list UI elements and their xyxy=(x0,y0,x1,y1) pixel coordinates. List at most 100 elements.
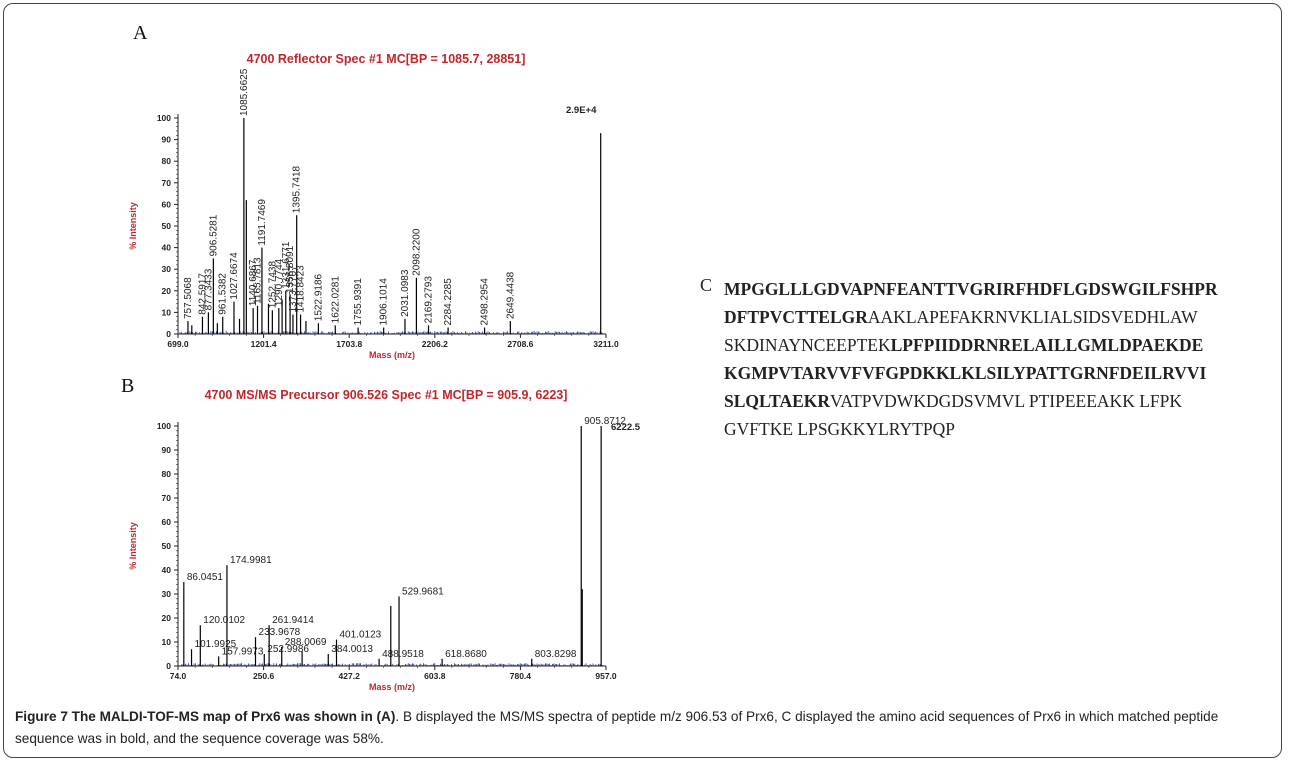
peak-label: 174.9981 xyxy=(230,555,272,566)
peak-label: 1191.7469 xyxy=(257,199,268,246)
peak-label: 1418.8423 xyxy=(296,265,307,313)
peak-label: 618.8680 xyxy=(445,649,487,660)
sequence-segment-unmatched: AAKLAPEFAKRNVKLIALSIDSVEDHLAW xyxy=(867,307,1198,327)
figure-frame xyxy=(3,3,1282,758)
max-intensity-label: 6222.5 xyxy=(611,422,641,433)
sequence-line: SLQLTAEKRVATPVDWKDGDSVMVL PTIPEEEAKK LFP… xyxy=(724,387,1218,415)
peak-label: 101.9925 xyxy=(195,639,237,650)
peak-label: 1395.7418 xyxy=(292,165,303,213)
x-tick-label: 603.8 xyxy=(424,671,446,681)
peak-label: 529.9681 xyxy=(402,586,444,597)
sequence-segment-unmatched: GVFTKE LPSGKKYLRYTPQP xyxy=(724,419,955,439)
chart-title: 4700 Reflector Spec #1 MC[BP = 1085.7, 2… xyxy=(247,52,526,66)
sequence-line: DFTPVCTTELGRAAKLAPEFAKRNVKLIALSIDSVEDHLA… xyxy=(724,303,1218,331)
peak-label: 906.5281 xyxy=(208,214,219,256)
y-tick-label: 20 xyxy=(162,613,172,623)
peak-label: 2169.2793 xyxy=(424,276,435,324)
y-tick-label: 0 xyxy=(166,329,171,339)
max-intensity-label: 2.9E+4 xyxy=(566,105,597,116)
sequence-segment-matched: LPFPIIDDRNRELAILLGMLDPAEKDE xyxy=(890,335,1204,355)
y-tick-label: 50 xyxy=(162,221,172,231)
peak-label: 2284.2285 xyxy=(443,278,454,326)
x-tick-label: 2708.6 xyxy=(507,339,533,349)
sequence-line: GVFTKE LPSGKKYLRYTPQP xyxy=(724,415,1218,443)
spectrum-chart-a: 4700 Reflector Spec #1 MC[BP = 1085.7, 2… xyxy=(128,52,619,360)
y-tick-label: 30 xyxy=(162,264,172,274)
sequence-segment-matched: SLQLTAEKR xyxy=(724,391,831,411)
x-tick-label: 250.6 xyxy=(253,671,275,681)
peak-label: 1165.7813 xyxy=(253,257,264,304)
peak-label: 877.3433 xyxy=(203,268,214,310)
y-tick-label: 80 xyxy=(162,156,172,166)
peak-label: 842.5917 xyxy=(197,273,208,315)
y-tick-label: 70 xyxy=(162,493,172,503)
peak-label: 961.5382 xyxy=(218,273,229,315)
x-tick-label: 699.0 xyxy=(167,339,189,349)
y-tick-label: 0 xyxy=(166,661,171,671)
peak-label: 1027.6674 xyxy=(229,252,240,300)
peak-label: 2098.2200 xyxy=(411,228,422,276)
peak-label: 2031.0983 xyxy=(400,269,411,317)
peak-label: 905.8712 xyxy=(584,416,626,427)
y-tick-label: 60 xyxy=(162,199,172,209)
peak-label: 1373.7707 xyxy=(288,265,299,313)
peak-label: 1290.7744 xyxy=(274,258,285,306)
y-tick-label: 40 xyxy=(162,243,172,253)
y-tick-label: 50 xyxy=(162,541,172,551)
y-tick-label: 20 xyxy=(162,286,172,296)
figure-caption: Figure 7 The MALDI-TOF-MS map of Prx6 wa… xyxy=(15,706,1277,750)
x-tick-label: 74.0 xyxy=(170,671,187,681)
peak-label: 157.9973 xyxy=(222,646,264,657)
peak-label: 1522.9186 xyxy=(313,273,324,321)
panel-label-a: A xyxy=(133,22,148,44)
caption-body: . B displayed the MS/MS spectra of pepti… xyxy=(15,709,1219,746)
x-tick-label: 3211.0 xyxy=(593,339,619,349)
peak-label: 1356.8091 xyxy=(285,245,296,293)
sequence-segment-unmatched: SKDINAYNCEEPTEK xyxy=(724,335,891,355)
spectrum-chart-b: 4700 MS/MS Precursor 906.526 Spec #1 MC[… xyxy=(128,388,641,692)
y-tick-label: 30 xyxy=(162,589,172,599)
peak-label: 401.0123 xyxy=(340,630,382,641)
peak-label: 1755.9391 xyxy=(353,278,364,326)
caption-title: Figure 7 The MALDI-TOF-MS map of Prx6 wa… xyxy=(15,709,396,724)
peak-label: 2498.2954 xyxy=(480,278,491,326)
peak-label: 1252.7438 xyxy=(267,261,278,309)
x-tick-label: 1201.4 xyxy=(251,339,277,349)
sequence-line: MPGGLLLGDVAPNFEANTTVGRIRFHDFLGDSWGILFSHP… xyxy=(724,275,1218,303)
chart-title: 4700 MS/MS Precursor 906.526 Spec #1 MC[… xyxy=(205,388,568,402)
peak-label: 1906.1014 xyxy=(379,278,390,326)
peak-label: 384.0013 xyxy=(331,644,373,655)
y-tick-label: 90 xyxy=(162,135,172,145)
y-tick-label: 90 xyxy=(162,445,172,455)
peak-label: 1331.6771 xyxy=(281,241,292,289)
x-tick-label: 1703.8 xyxy=(336,339,362,349)
x-tick-label: 427.2 xyxy=(339,671,361,681)
peak-label: 803.8298 xyxy=(535,649,577,660)
y-tick-label: 10 xyxy=(162,637,172,647)
y-tick-label: 60 xyxy=(162,517,172,527)
peak-label: 288.0069 xyxy=(285,637,327,648)
peak-label: 757.5068 xyxy=(183,277,194,319)
amino-acid-sequence: MPGGLLLGDVAPNFEANTTVGRIRFHDFLGDSWGILFSHP… xyxy=(724,275,1218,443)
y-tick-label: 100 xyxy=(157,113,171,123)
panel-label-c: C xyxy=(700,275,713,295)
y-tick-label: 70 xyxy=(162,178,172,188)
sequence-segment-matched: DFTPVCTTELGR xyxy=(724,307,868,327)
sequence-segment-unmatched: VATPVDWKDGDSVMVL PTIPEEEAKK LFPK xyxy=(830,391,1182,411)
peak-label: 1140.6867 xyxy=(248,259,259,306)
y-axis-label: % Intensity xyxy=(128,202,138,250)
sequence-segment-matched: MPGGLLLGDVAPNFEANTTVGRIRFHDFLGDSWGILFSHP… xyxy=(724,279,1218,299)
peak-label: 120.0102 xyxy=(203,615,245,626)
peak-label: 261.9414 xyxy=(272,615,314,626)
y-tick-label: 100 xyxy=(157,421,171,431)
peak-label: 488.9518 xyxy=(382,649,424,660)
y-axis-label: % Intensity xyxy=(128,522,138,570)
peak-label: 2649.4438 xyxy=(505,271,516,319)
y-tick-label: 80 xyxy=(162,469,172,479)
sequence-line: SKDINAYNCEEPTEKLPFPIIDDRNRELAILLGMLDPAEK… xyxy=(724,331,1218,359)
x-axis-label: Mass (m/z) xyxy=(369,350,415,360)
x-tick-label: 957.0 xyxy=(595,671,617,681)
peak-label: 233.9678 xyxy=(259,627,301,638)
sequence-segment-matched: KGMPVTARVVFVFGPDKKLKLSILYPATTGRNFDEILRVV… xyxy=(724,363,1207,383)
y-tick-label: 10 xyxy=(162,307,172,317)
